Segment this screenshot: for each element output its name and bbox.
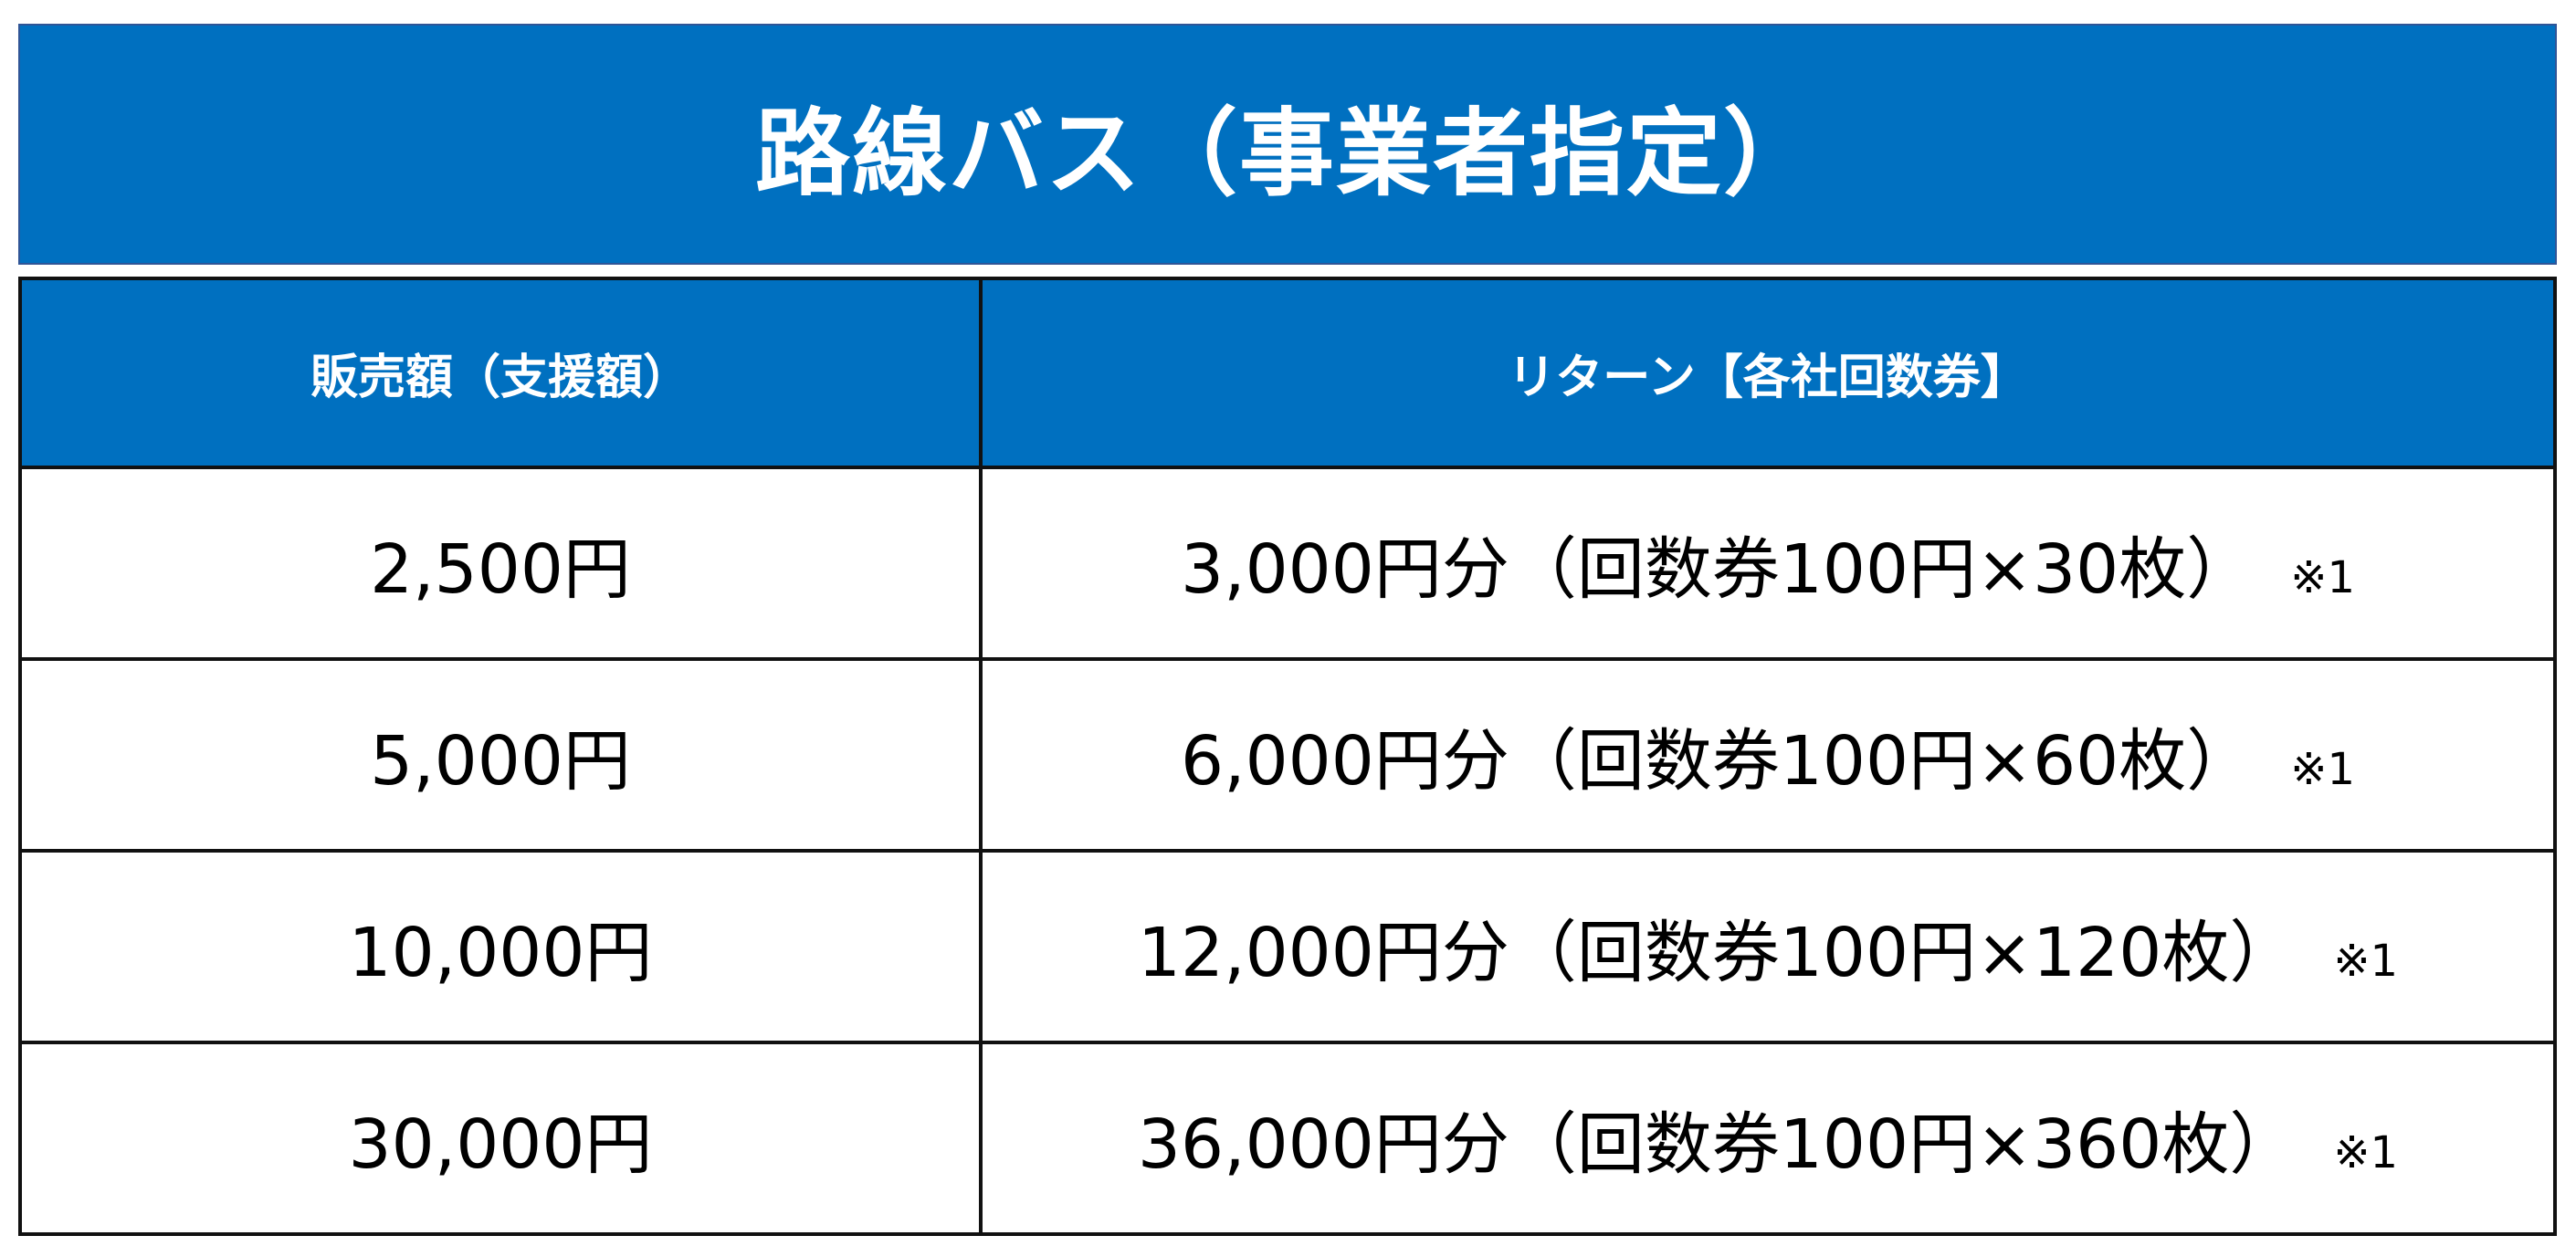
return-cell: 6,000円分（回数券100円×60枚） ※1 bbox=[979, 657, 2557, 853]
footnote-mark: ※1 bbox=[2333, 1126, 2399, 1178]
return-text: 6,000円分（回数券100円×60枚） bbox=[1180, 721, 2255, 801]
footnote-mark: ※1 bbox=[2333, 935, 2399, 987]
return-cell: 3,000円分（回数券100円×30枚） ※1 bbox=[979, 466, 2557, 661]
return-text: 36,000円分（回数券100円×360枚） bbox=[1137, 1105, 2297, 1184]
table-row: 5,000円 6,000円分（回数券100円×60枚） ※1 bbox=[18, 657, 2557, 853]
table-row: 10,000円 12,000円分（回数券100円×120枚） ※1 bbox=[18, 849, 2557, 1044]
table-row: 30,000円 36,000円分（回数券100円×360枚） ※1 bbox=[18, 1041, 2557, 1236]
return-text: 3,000円分（回数券100円×30枚） bbox=[1180, 529, 2255, 609]
title-banner: 路線バス（事業者指定） bbox=[18, 24, 2557, 265]
header-return: リターン【各社回数券】 bbox=[979, 277, 2557, 469]
footnote-mark: ※1 bbox=[2290, 743, 2356, 795]
price-cell: 10,000円 bbox=[18, 849, 983, 1044]
table-header-row: 販売額（支援額） リターン【各社回数券】 bbox=[18, 277, 2557, 469]
page-title: 路線バス（事業者指定） bbox=[754, 97, 1820, 209]
return-text: 12,000円分（回数券100円×120枚） bbox=[1137, 913, 2297, 992]
header-price: 販売額（支援額） bbox=[18, 277, 983, 469]
footnote-mark: ※1 bbox=[2290, 551, 2356, 603]
price-cell: 5,000円 bbox=[18, 657, 983, 853]
pricing-table: 販売額（支援額） リターン【各社回数券】 2,500円 3,000円分（回数券1… bbox=[18, 277, 2557, 1236]
table-row: 2,500円 3,000円分（回数券100円×30枚） ※1 bbox=[18, 466, 2557, 661]
return-cell: 12,000円分（回数券100円×120枚） ※1 bbox=[979, 849, 2557, 1044]
price-cell: 2,500円 bbox=[18, 466, 983, 661]
price-cell: 30,000円 bbox=[18, 1041, 983, 1236]
return-cell: 36,000円分（回数券100円×360枚） ※1 bbox=[979, 1041, 2557, 1236]
